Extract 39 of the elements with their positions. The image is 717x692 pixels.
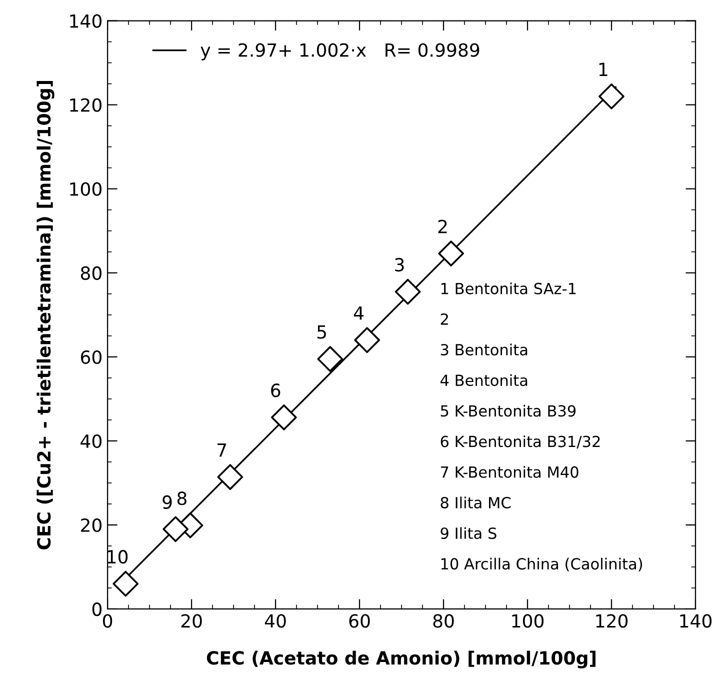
annotation: 8 Ilita MC bbox=[440, 496, 511, 508]
y-tick-label: 140 bbox=[70, 14, 102, 28]
annotation: 3 Bentonita bbox=[440, 344, 528, 356]
annotation: 7 K-Bentonita M40 bbox=[440, 466, 578, 478]
annotation: 4 Bentonita bbox=[440, 374, 528, 386]
x-tick-label: 100 bbox=[512, 614, 544, 628]
annotation: 7 bbox=[218, 443, 226, 457]
annotation: 6 bbox=[271, 384, 280, 398]
annotation: 9 bbox=[162, 495, 172, 509]
y-tick-label: 100 bbox=[70, 182, 102, 196]
annotation: 8 bbox=[177, 492, 186, 506]
legend-label: y = 2.97+ 1.002·x R= 0.9989 bbox=[200, 43, 480, 60]
x-tick-label: 40 bbox=[264, 614, 286, 628]
x-tick-label: 120 bbox=[596, 614, 628, 628]
y-tick-label: 0 bbox=[92, 602, 102, 616]
x-tick-label: 20 bbox=[181, 614, 202, 628]
x-tick-label: 0 bbox=[102, 614, 112, 628]
annotation: 2 bbox=[438, 220, 447, 234]
x-tick-label: 80 bbox=[433, 614, 454, 628]
y-tick-label: 60 bbox=[80, 350, 102, 364]
annotation: 1 Bentonita SAz-1 bbox=[441, 282, 576, 294]
x-axis-title: CEC (Acetato de Amonio) [mmol/100g] bbox=[206, 650, 596, 668]
annotation: 5 K-Bentonita B39 bbox=[440, 404, 576, 417]
y-tick-label: 80 bbox=[80, 266, 102, 280]
x-tick-label: 60 bbox=[349, 614, 370, 628]
y-tick-label: 20 bbox=[81, 518, 102, 532]
y-axis-title: CEC ([Cu2+ - trietilentetramina]) [mmol/100g] bbox=[36, 80, 54, 550]
annotation: 9 Ilita S bbox=[440, 527, 496, 540]
annotation: 2 bbox=[440, 313, 448, 325]
annotation: 4 bbox=[354, 306, 364, 320]
x-tick-label: 140 bbox=[680, 614, 712, 628]
annotation: 1 bbox=[599, 62, 608, 76]
annotation: 5 bbox=[317, 325, 326, 339]
annotation: 3 bbox=[395, 258, 404, 272]
annotation: 10 Arcilla China (Caolinita) bbox=[441, 558, 642, 572]
annotation: 10 bbox=[108, 550, 128, 564]
annotation: 6 K-Bentonita B31/32 bbox=[440, 435, 600, 448]
y-tick-label: 120 bbox=[70, 98, 102, 112]
y-tick-label: 40 bbox=[80, 434, 102, 448]
